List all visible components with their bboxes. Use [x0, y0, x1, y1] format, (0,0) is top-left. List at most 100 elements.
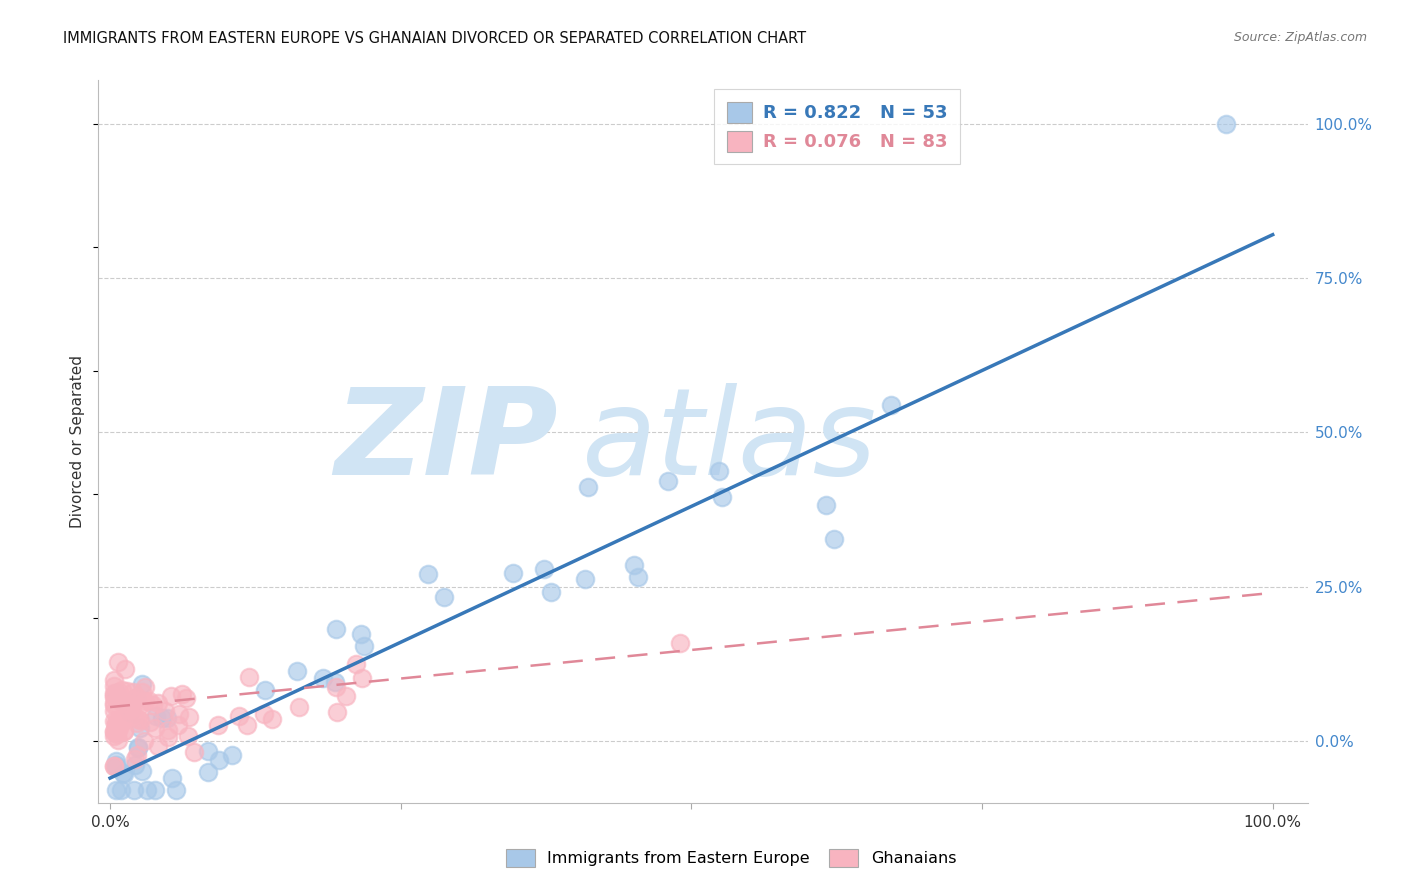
Point	[105, 719, 128, 733]
Point	[208, 753, 231, 767]
Point	[103, 729, 125, 743]
Point	[155, 711, 177, 725]
Point	[143, 721, 166, 735]
Point	[236, 717, 259, 731]
Point	[122, 709, 145, 723]
Point	[325, 680, 347, 694]
Point	[107, 733, 129, 747]
Point	[105, 718, 128, 732]
Point	[1215, 116, 1237, 130]
Point	[129, 721, 152, 735]
Legend: Immigrants from Eastern Europe, Ghanaians: Immigrants from Eastern Europe, Ghanaian…	[498, 840, 965, 875]
Point	[105, 722, 128, 736]
Point	[142, 698, 165, 713]
Point	[657, 475, 679, 489]
Text: atlas: atlas	[582, 383, 877, 500]
Point	[127, 740, 149, 755]
Point	[107, 655, 129, 669]
Point	[108, 694, 131, 708]
Point	[311, 671, 333, 685]
Point	[169, 707, 191, 722]
Point	[103, 686, 125, 700]
Point	[103, 698, 125, 712]
Point	[125, 690, 148, 704]
Point	[105, 714, 128, 728]
Point	[533, 562, 555, 576]
Point	[108, 692, 131, 706]
Point	[111, 682, 134, 697]
Point	[115, 684, 138, 698]
Point	[323, 674, 346, 689]
Point	[166, 718, 188, 732]
Point	[880, 398, 903, 412]
Point	[197, 744, 219, 758]
Point	[103, 758, 125, 772]
Text: Source: ZipAtlas.com: Source: ZipAtlas.com	[1233, 31, 1367, 45]
Point	[112, 723, 135, 738]
Point	[177, 729, 200, 743]
Point	[177, 710, 200, 724]
Point	[103, 714, 125, 729]
Point	[117, 703, 139, 717]
Point	[108, 722, 131, 736]
Point	[108, 685, 131, 699]
Point	[574, 572, 596, 586]
Point	[349, 627, 371, 641]
Point	[627, 570, 650, 584]
Point	[433, 590, 456, 604]
Point	[128, 713, 150, 727]
Point	[207, 718, 229, 732]
Point	[103, 725, 125, 739]
Point	[110, 691, 132, 706]
Point	[160, 771, 183, 785]
Point	[104, 760, 127, 774]
Point	[131, 676, 153, 690]
Point	[125, 715, 148, 730]
Point	[127, 741, 149, 756]
Point	[221, 748, 243, 763]
Point	[183, 745, 205, 759]
Point	[127, 712, 149, 726]
Point	[110, 712, 132, 726]
Point	[104, 716, 127, 731]
Point	[103, 690, 125, 705]
Point	[131, 764, 153, 778]
Point	[150, 710, 173, 724]
Point	[112, 723, 135, 738]
Point	[325, 705, 347, 719]
Point	[153, 705, 176, 719]
Point	[139, 715, 162, 730]
Point	[502, 566, 524, 581]
Point	[540, 585, 562, 599]
Point	[103, 758, 125, 772]
Point	[254, 683, 277, 698]
Point	[344, 657, 367, 671]
Point	[623, 558, 645, 572]
Point	[823, 533, 845, 547]
Point	[148, 696, 170, 710]
Point	[131, 685, 153, 699]
Point	[103, 704, 125, 718]
Point	[122, 685, 145, 699]
Point	[172, 687, 194, 701]
Point	[104, 783, 127, 797]
Text: IMMIGRANTS FROM EASTERN EUROPE VS GHANAIAN DIVORCED OR SEPARATED CORRELATION CHA: IMMIGRANTS FROM EASTERN EUROPE VS GHANAI…	[63, 31, 807, 46]
Point	[103, 696, 125, 710]
Point	[325, 622, 347, 636]
Point	[112, 767, 135, 781]
Y-axis label: Divorced or Separated: Divorced or Separated	[70, 355, 86, 528]
Point	[105, 715, 128, 730]
Point	[238, 670, 260, 684]
Point	[145, 708, 167, 723]
Point	[197, 765, 219, 780]
Point	[260, 712, 283, 726]
Point	[157, 730, 180, 744]
Point	[104, 754, 127, 768]
Point	[814, 499, 837, 513]
Point	[576, 480, 599, 494]
Point	[134, 694, 156, 708]
Point	[174, 690, 197, 705]
Point	[121, 693, 143, 707]
Point	[335, 689, 357, 703]
Point	[122, 783, 145, 797]
